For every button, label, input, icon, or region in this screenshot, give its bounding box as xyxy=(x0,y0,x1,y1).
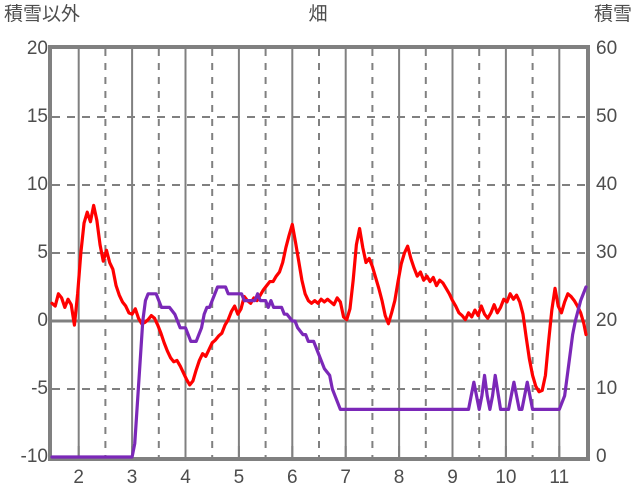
right-axis-tick-40: 40 xyxy=(596,174,618,195)
x-axis-tick-9: 9 xyxy=(447,467,458,488)
left-axis-title: 積雪以外 xyxy=(4,4,81,25)
x-axis-tick-2: 2 xyxy=(73,467,84,488)
chart-title: 畑 xyxy=(308,4,328,25)
left-axis-tick-20: 20 xyxy=(26,38,48,59)
x-axis-tick-5: 5 xyxy=(233,467,245,488)
series-layer xyxy=(50,203,588,459)
right-axis-tick-60: 60 xyxy=(596,38,618,59)
right-axis-tick-30: 30 xyxy=(596,242,618,263)
plot-area xyxy=(50,49,588,459)
right-axis-tick-0: 0 xyxy=(596,446,607,467)
x-axis-tick-7: 7 xyxy=(340,467,351,488)
left-axis-tick-neg5: -5 xyxy=(31,378,48,399)
right-axis-tick-50: 50 xyxy=(596,106,618,127)
left-axis-tick-10: 10 xyxy=(26,174,48,195)
right-axis-tick-10: 10 xyxy=(596,378,618,399)
grid-layer xyxy=(52,49,586,457)
x-axis-tick-6: 6 xyxy=(287,467,298,488)
left-axis-tick-0: 0 xyxy=(37,310,48,331)
left-axis-tick-5: 5 xyxy=(37,242,48,263)
x-axis-tick-8: 8 xyxy=(393,467,405,488)
x-axis-tick-4: 4 xyxy=(180,467,191,488)
right-axis-title: 積雪 xyxy=(593,4,632,25)
x-axis-tick-3: 3 xyxy=(126,467,138,488)
right-axis-tick-20: 20 xyxy=(596,310,618,331)
x-axis-tick-10: 10 xyxy=(495,467,517,488)
left-axis-tick-15: 15 xyxy=(26,106,48,127)
series-line-snow xyxy=(50,285,588,459)
x-axis-tick-11: 11 xyxy=(549,467,570,488)
left-axis-tick-neg10: -10 xyxy=(20,446,48,467)
